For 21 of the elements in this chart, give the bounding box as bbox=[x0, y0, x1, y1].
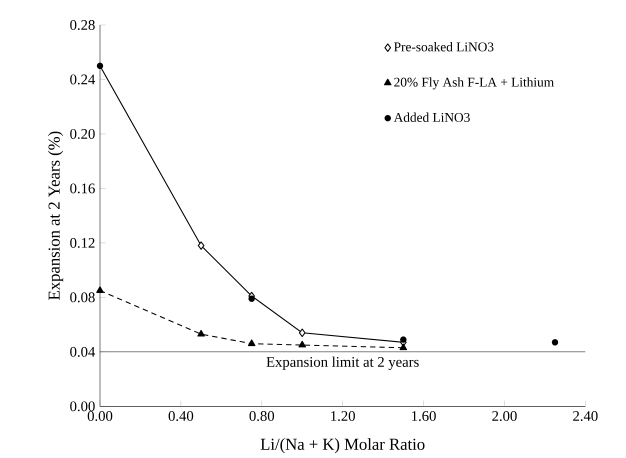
x-tick-label: 0.40 bbox=[168, 411, 194, 422]
y-tick-label: 0.24 bbox=[70, 74, 96, 85]
ref-line-label: Expansion limit at 2 years bbox=[266, 356, 419, 370]
y-tick-label: 0.12 bbox=[70, 238, 94, 248]
y-axis-title: Expansion at 2 Years (%) bbox=[48, 132, 64, 300]
y-tick-label: 0.28 bbox=[70, 20, 95, 30]
x-tick-label: 1.60 bbox=[412, 411, 436, 422]
x-axis-title: Li/(Na + K) Molar Ratio bbox=[260, 438, 424, 454]
legend-label: Added LiNO3 bbox=[394, 112, 470, 122]
y-tick-label: 0.20 bbox=[70, 129, 95, 140]
x-tick-label: 1.20 bbox=[331, 411, 355, 422]
y-tick-label: 0.16 bbox=[70, 184, 95, 194]
legend-label: 20% Fly Ash F-LA + Lithium bbox=[394, 77, 554, 90]
y-tick-label: 0.00 bbox=[70, 401, 95, 412]
y-tick-label: 0.08 bbox=[70, 292, 95, 302]
y-tick-label: 0.04 bbox=[70, 347, 96, 357]
x-tick-label: 0.00 bbox=[88, 411, 112, 422]
legend-label: Pre-soaked LiNO3 bbox=[394, 42, 494, 52]
x-tick-label: 2.40 bbox=[573, 411, 598, 422]
x-tick-label: 2.00 bbox=[492, 411, 517, 422]
x-tick-label: 0.80 bbox=[250, 411, 274, 422]
